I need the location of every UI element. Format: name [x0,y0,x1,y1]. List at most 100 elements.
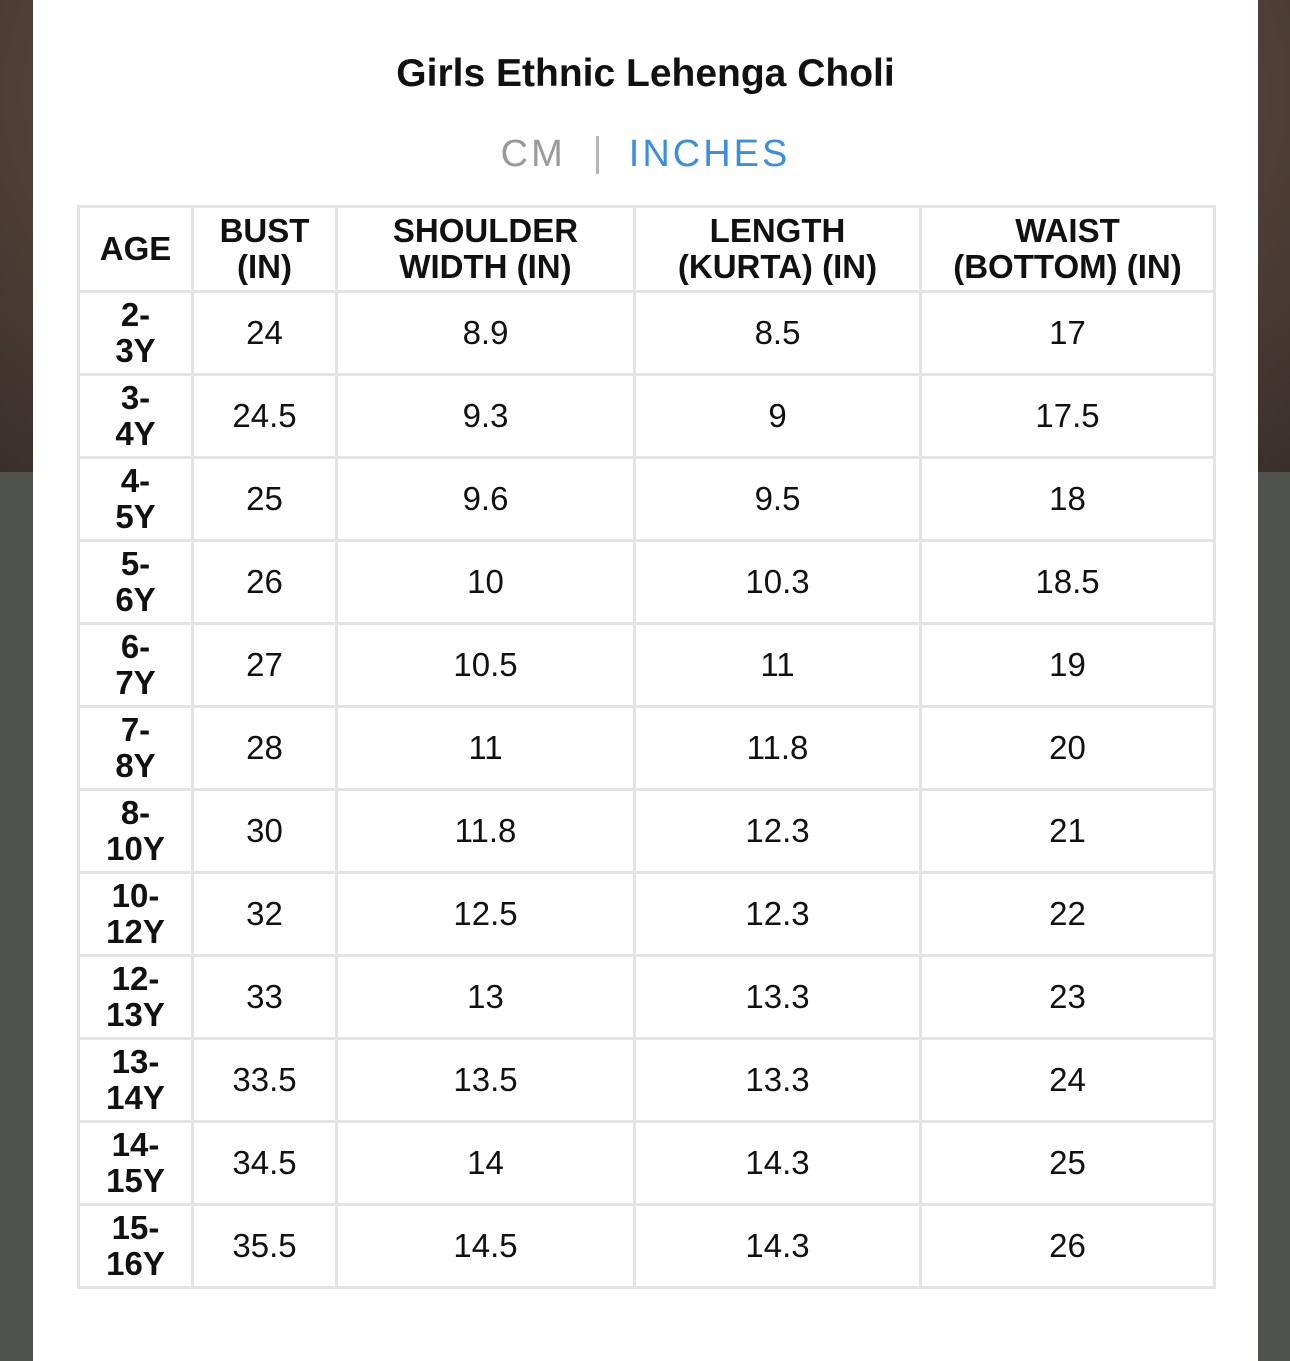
table-row: 8- 10Y 30 11.8 12.3 21 [77,788,1216,874]
table-row: 4- 5Y 25 9.6 9.5 18 [77,456,1216,542]
table-header-row: AGE BUST (IN) SHOULDER WIDTH (IN) LENGTH (KURT… [77,205,1216,293]
table-row: 12- 13Y 33 13 13.3 23 [77,954,1216,1040]
age-cell: 2- 3Y [77,290,194,376]
bust-header: BUST (IN) [191,205,338,293]
age-cell: 12- 13Y [77,954,194,1040]
length-header: LENGTH (KURTA) (IN) [633,205,922,293]
length-cell: 11 [633,622,922,708]
length-cell: 12.3 [633,871,922,957]
age-label: 7- [120,711,151,748]
age-label: 2- [120,296,151,333]
size-chart-modal: Girls Ethnic Lehenga Choli CM INCHES AGE B… [33,0,1258,1361]
waist-cell: 17 [919,290,1216,376]
age-label: 16Y [106,1245,165,1282]
age-label: 13Y [106,996,165,1033]
shoulder-cell: 12.5 [335,871,636,957]
age-label: 8Y [115,747,156,784]
age-label: 6- [120,628,151,665]
unit-toggle: CM INCHES [33,132,1258,176]
length-cell: 11.8 [633,705,922,791]
shoulder-cell: 14 [335,1120,636,1206]
length-cell: 14.3 [633,1120,922,1206]
shoulder-cell: 11 [335,705,636,791]
waist-cell: 24 [919,1037,1216,1123]
table-row: 3- 4Y 24.5 9.3 9 17.5 [77,373,1216,459]
waist-cell: 22 [919,871,1216,957]
header-label: (IN) [237,248,292,285]
waist-cell: 18 [919,456,1216,542]
age-label: 4- [120,462,151,499]
header-label: WIDTH (IN) [399,248,572,285]
waist-cell: 21 [919,788,1216,874]
age-label: 5- [120,545,151,582]
header-label: WAIST [1015,212,1120,249]
unit-divider [595,135,599,174]
table-row: 13- 14Y 33.5 13.5 13.3 24 [77,1037,1216,1123]
bust-cell: 33.5 [191,1037,338,1123]
unit-cm-option[interactable]: CM [500,133,566,176]
header-label: LENGTH [709,212,846,249]
shoulder-cell: 10.5 [335,622,636,708]
age-cell: 4- 5Y [77,456,194,542]
shoulder-width-header: SHOULDER WIDTH (IN) [335,205,636,293]
header-label: SHOULDER [392,212,579,249]
age-label: 7Y [115,664,156,701]
age-cell: 13- 14Y [77,1037,194,1123]
shoulder-cell: 9.3 [335,373,636,459]
waist-cell: 25 [919,1120,1216,1206]
age-cell: 5- 6Y [77,539,194,625]
length-cell: 14.3 [633,1203,922,1289]
length-cell: 13.3 [633,954,922,1040]
age-label: 5Y [115,498,156,535]
length-cell: 8.5 [633,290,922,376]
header-label: AGE [99,230,172,267]
age-label: 10- [111,877,160,914]
waist-cell: 18.5 [919,539,1216,625]
bust-cell: 25 [191,456,338,542]
table-row: 7- 8Y 28 11 11.8 20 [77,705,1216,791]
waist-cell: 17.5 [919,373,1216,459]
bust-cell: 33 [191,954,338,1040]
shoulder-cell: 11.8 [335,788,636,874]
bust-cell: 34.5 [191,1120,338,1206]
age-cell: 8- 10Y [77,788,194,874]
waist-cell: 19 [919,622,1216,708]
table-row: 14- 15Y 34.5 14 14.3 25 [77,1120,1216,1206]
age-cell: 14- 15Y [77,1120,194,1206]
age-label: 15- [111,1209,160,1246]
shoulder-cell: 10 [335,539,636,625]
unit-inches-option[interactable]: INCHES [628,133,791,176]
shoulder-cell: 9.6 [335,456,636,542]
length-cell: 13.3 [633,1037,922,1123]
waist-cell: 26 [919,1203,1216,1289]
age-cell: 15- 16Y [77,1203,194,1289]
bust-cell: 35.5 [191,1203,338,1289]
length-cell: 12.3 [633,788,922,874]
age-cell: 10- 12Y [77,871,194,957]
shoulder-cell: 14.5 [335,1203,636,1289]
table-row: 2- 3Y 24 8.9 8.5 17 [77,290,1216,376]
age-header: AGE [77,205,194,293]
age-label: 12- [111,960,160,997]
table-row: 5- 6Y 26 10 10.3 18.5 [77,539,1216,625]
bust-cell: 28 [191,705,338,791]
table-row: 10- 12Y 32 12.5 12.3 22 [77,871,1216,957]
age-label: 4Y [115,415,156,452]
waist-cell: 23 [919,954,1216,1040]
size-chart-table: AGE BUST (IN) SHOULDER WIDTH (IN) LENGTH (KURT… [77,205,1216,1289]
chart-title: Girls Ethnic Lehenga Choli [396,52,895,95]
bust-cell: 24 [191,290,338,376]
age-label: 10Y [106,830,165,867]
header-label: BUST [219,212,310,249]
age-label: 14- [111,1126,160,1163]
bust-cell: 32 [191,871,338,957]
bust-cell: 26 [191,539,338,625]
shoulder-cell: 13 [335,954,636,1040]
waist-cell: 20 [919,705,1216,791]
bust-cell: 27 [191,622,338,708]
age-label: 3Y [115,332,156,369]
age-label: 3- [120,379,151,416]
length-cell: 9 [633,373,922,459]
header-label: (KURTA) (IN) [677,248,878,285]
shoulder-cell: 13.5 [335,1037,636,1123]
